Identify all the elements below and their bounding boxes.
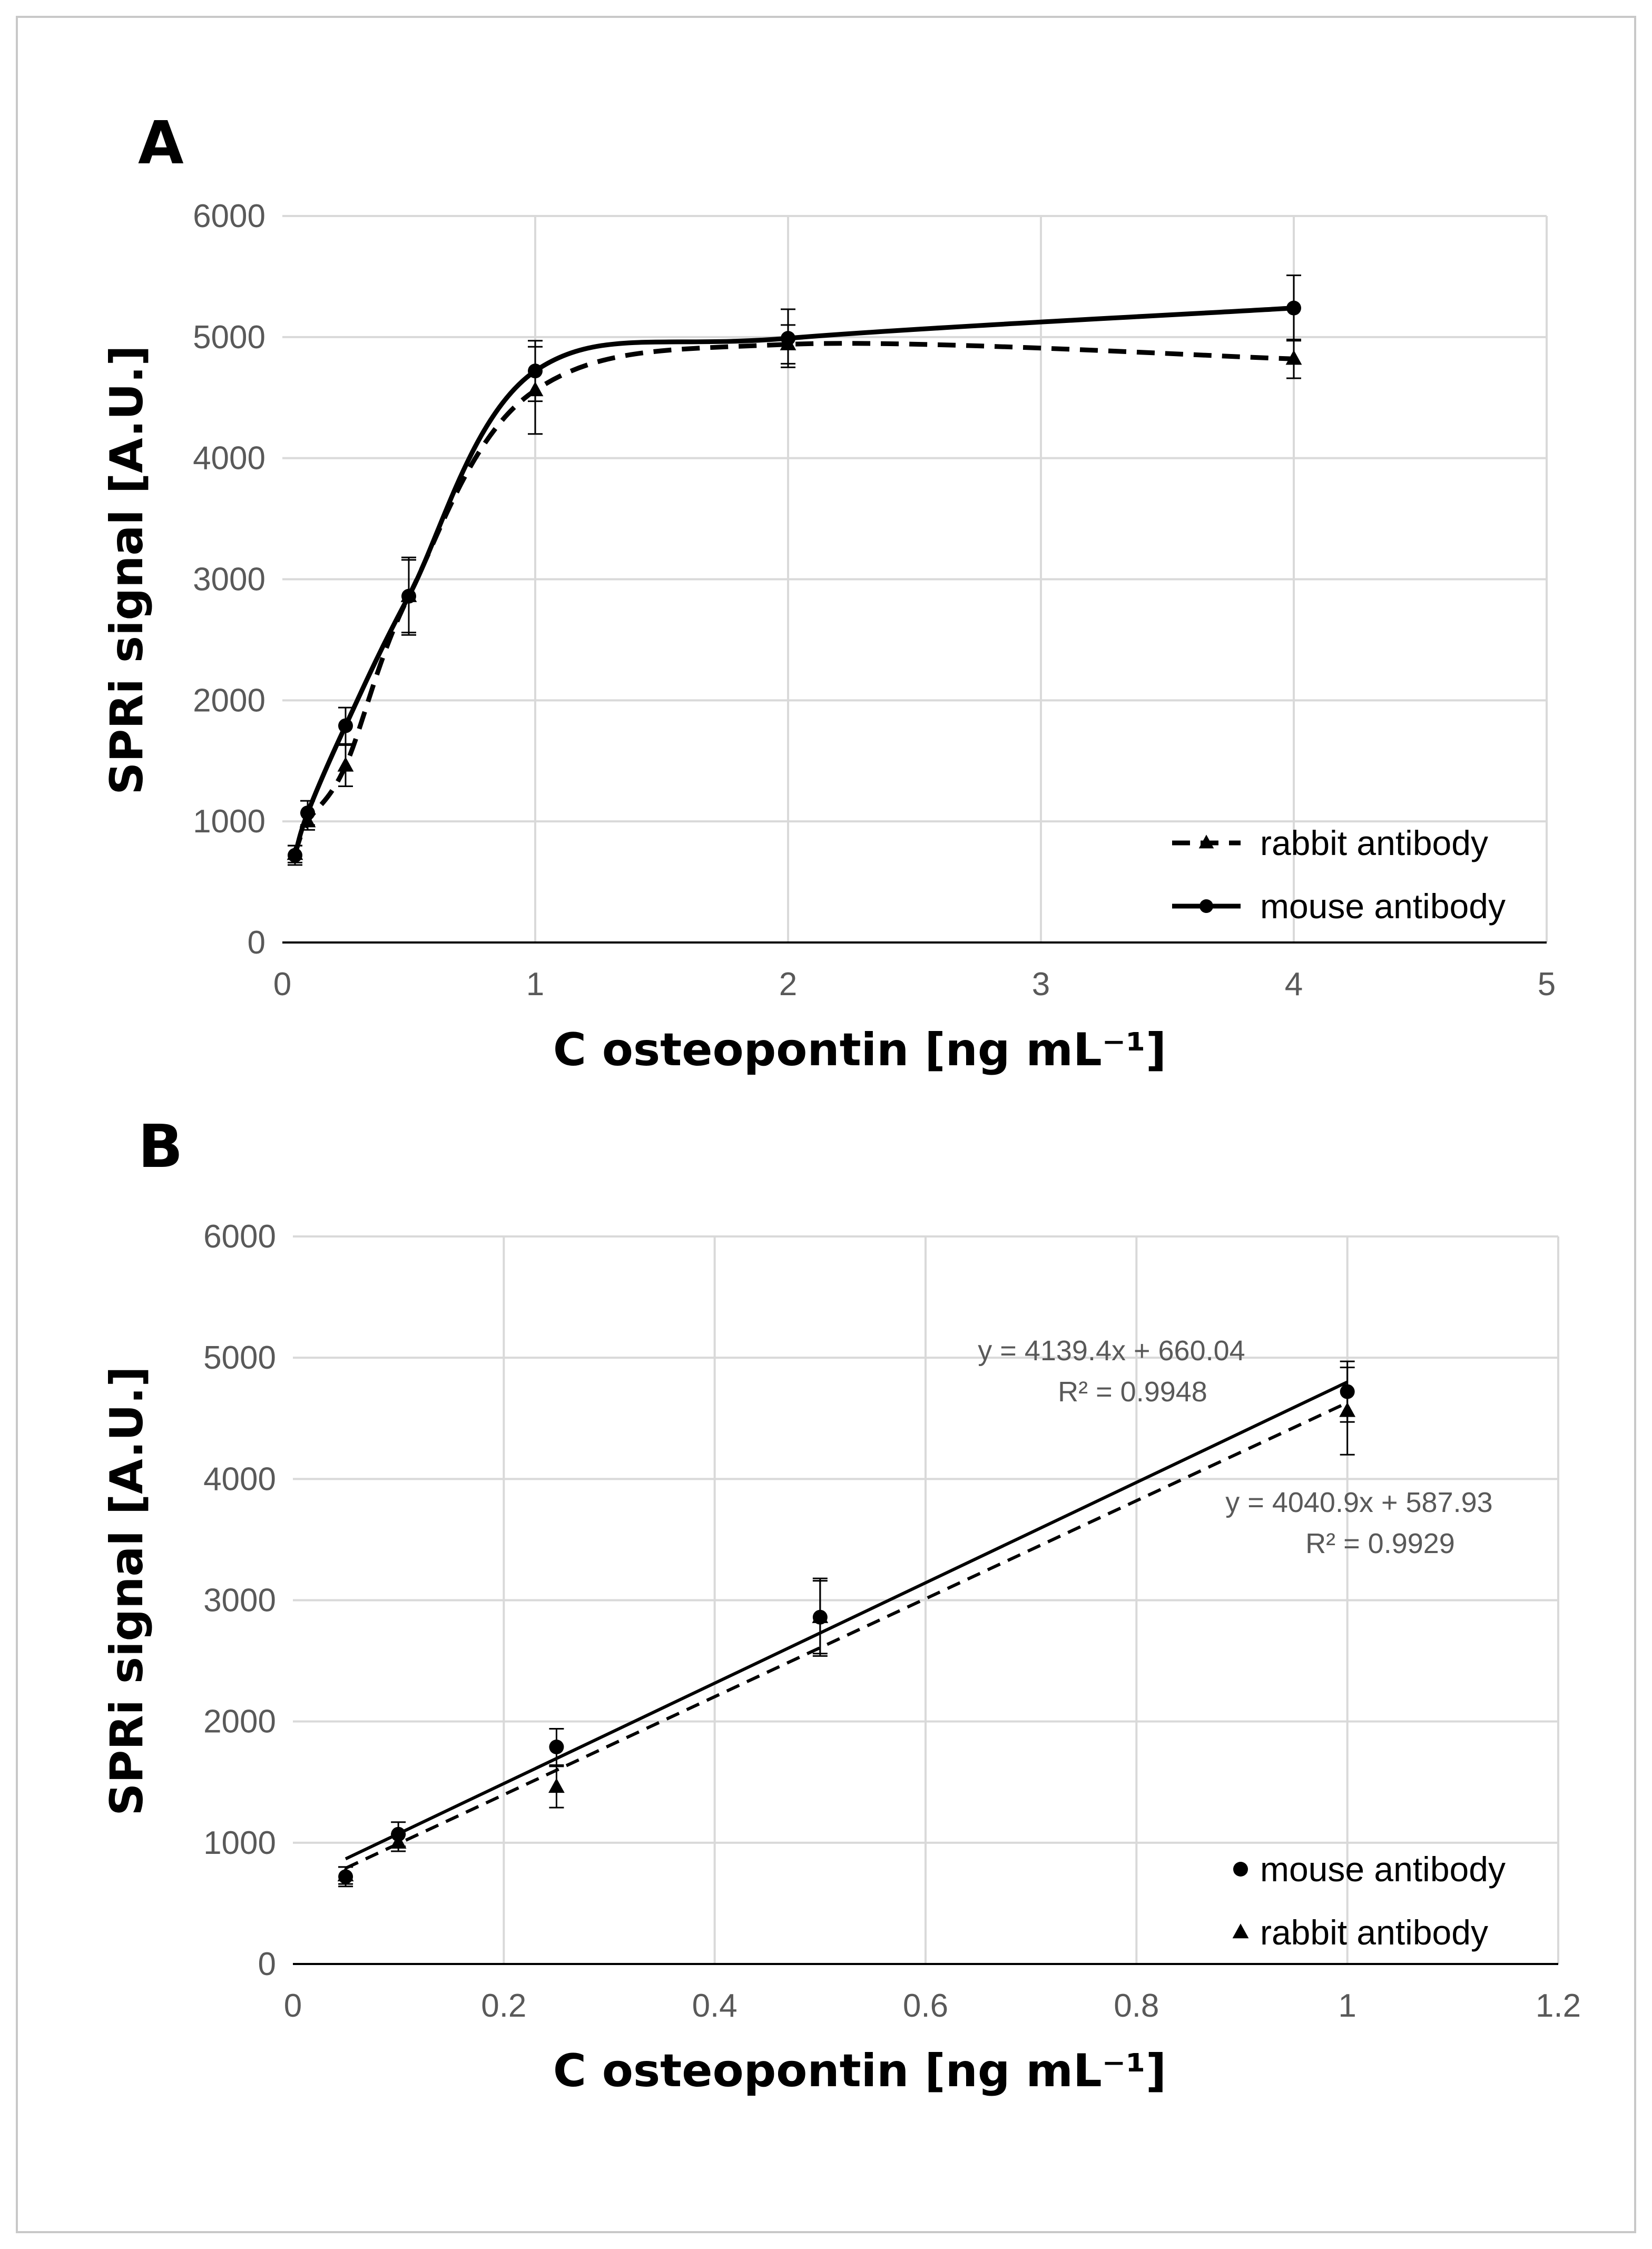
- panel-b-y-tick-label: 6000: [203, 1219, 276, 1255]
- panel-a-y-tick-label: 3000: [193, 562, 266, 598]
- panel-a-x-tick-label: 2: [779, 966, 797, 1003]
- panel-a-point-triangle: [1285, 350, 1302, 365]
- panel-b-trendline-r2: R² = 0.9948: [1058, 1376, 1207, 1408]
- panel-b-y-tick-label: 5000: [203, 1340, 276, 1376]
- panel-a-y-tick-label: 1000: [193, 803, 266, 840]
- panel-b-y-axis-label: SPRi signal [A.U.]: [101, 1366, 153, 1815]
- panel-a-point-circle: [401, 588, 416, 604]
- panel-a-x-axis-label: C osteopontin [ng mL⁻¹]: [553, 1024, 1166, 1076]
- panel-a-y-tick-label: 5000: [193, 319, 266, 356]
- panel-b-trendline-rabbit-antibody: [345, 1401, 1348, 1870]
- panel-a-x-tick-label: 4: [1285, 966, 1303, 1003]
- panel-b-trendline-equation: y = 4139.4x + 660.04: [978, 1335, 1245, 1367]
- panel-b-x-tick-label: 0.2: [481, 1988, 526, 2024]
- panel-a-y-tick-label: 0: [248, 925, 266, 961]
- panel-a-x-tick-label: 3: [1032, 966, 1050, 1003]
- panel-a-x-tick-label: 5: [1538, 966, 1556, 1003]
- panel-a-y-tick-label: 2000: [193, 682, 266, 719]
- panel-a-point-triangle: [337, 757, 354, 772]
- panel-a-series-line-mouse-antibody: [292, 306, 1294, 856]
- panel-b-y-tick-label: 4000: [203, 1461, 276, 1497]
- panel-b-y-tick-label: 0: [258, 1946, 276, 1982]
- panel-a-series-line-rabbit-antibody: [292, 341, 1294, 855]
- panel-a-point-circle: [288, 848, 302, 863]
- panel-a-point-circle: [781, 331, 795, 346]
- panel-a-y-tick-label: 4000: [193, 440, 266, 477]
- panel-b-x-tick-label: 0.4: [692, 1988, 738, 2024]
- panel-a-y-axis-label: SPRi signal [A.U.]: [101, 345, 153, 794]
- panel-b-x-axis-label: C osteopontin [ng mL⁻¹]: [553, 2045, 1166, 2097]
- panel-b-y-tick-label: 2000: [203, 1704, 276, 1740]
- figure-frame: [16, 16, 1636, 2233]
- panel-b-x-tick-label: 0: [284, 1988, 302, 2024]
- panel-b-legend-marker: [1233, 1862, 1248, 1877]
- panel-a-point-circle: [528, 364, 543, 379]
- panel-a-letter: A: [138, 109, 184, 178]
- panel-a-point-circle: [300, 806, 315, 821]
- panel-b-point-triangle: [1339, 1402, 1356, 1417]
- panel-b-legend-label: mouse antibody: [1260, 1850, 1506, 1889]
- panel-b-chart: 0 1000 2000 3000 4000 5000 6000 0 0.2 0.4 0.6 0.8 1 1…: [203, 1219, 1581, 2024]
- panel-b-trendline-equation: y = 4040.9x + 587.93: [1225, 1487, 1492, 1518]
- panel-b-x-tick-label: 1.2: [1536, 1988, 1581, 2024]
- panel-a-legend-marker: [1199, 899, 1213, 913]
- panel-a-x-tick-label: 1: [526, 966, 544, 1003]
- panel-b-trendline-mouse-antibody: [345, 1380, 1348, 1861]
- panel-a-chart: 0 1000 2000 3000 4000 5000 6000 0 1 2 3 4 5 rabbit an…: [193, 198, 1556, 1003]
- panel-b-x-tick-label: 0.8: [1114, 1988, 1159, 2024]
- panel-b-x-tick-label: 1: [1338, 1988, 1356, 2024]
- panel-b-letter: B: [138, 1113, 183, 1181]
- panel-b-point-circle: [549, 1740, 564, 1755]
- panel-b-x-tick-label: 0.6: [903, 1988, 948, 2024]
- panel-b-trendline-r2: R² = 0.9929: [1305, 1528, 1455, 1559]
- panel-b-y-tick-label: 1000: [203, 1825, 276, 1861]
- panel-a-legend-label: mouse antibody: [1260, 887, 1506, 926]
- panel-a-y-tick-label: 6000: [193, 198, 266, 234]
- panel-b-point-triangle: [337, 1867, 354, 1882]
- panel-b-point-triangle: [812, 1608, 829, 1623]
- panel-b-point-triangle: [548, 1778, 565, 1793]
- panel-a-x-tick-label: 0: [273, 966, 291, 1003]
- panel-b-legend-marker: [1232, 1923, 1249, 1939]
- panel-b-legend-label: rabbit antibody: [1260, 1913, 1488, 1952]
- panel-a-point-circle: [338, 718, 353, 733]
- panel-a-legend-label: rabbit antibody: [1260, 823, 1488, 862]
- panel-b-y-tick-label: 3000: [203, 1583, 276, 1619]
- panel-a-point-circle: [1286, 300, 1301, 316]
- panel-a-legend-marker: [1198, 834, 1214, 849]
- panel-b-point-triangle: [390, 1834, 407, 1849]
